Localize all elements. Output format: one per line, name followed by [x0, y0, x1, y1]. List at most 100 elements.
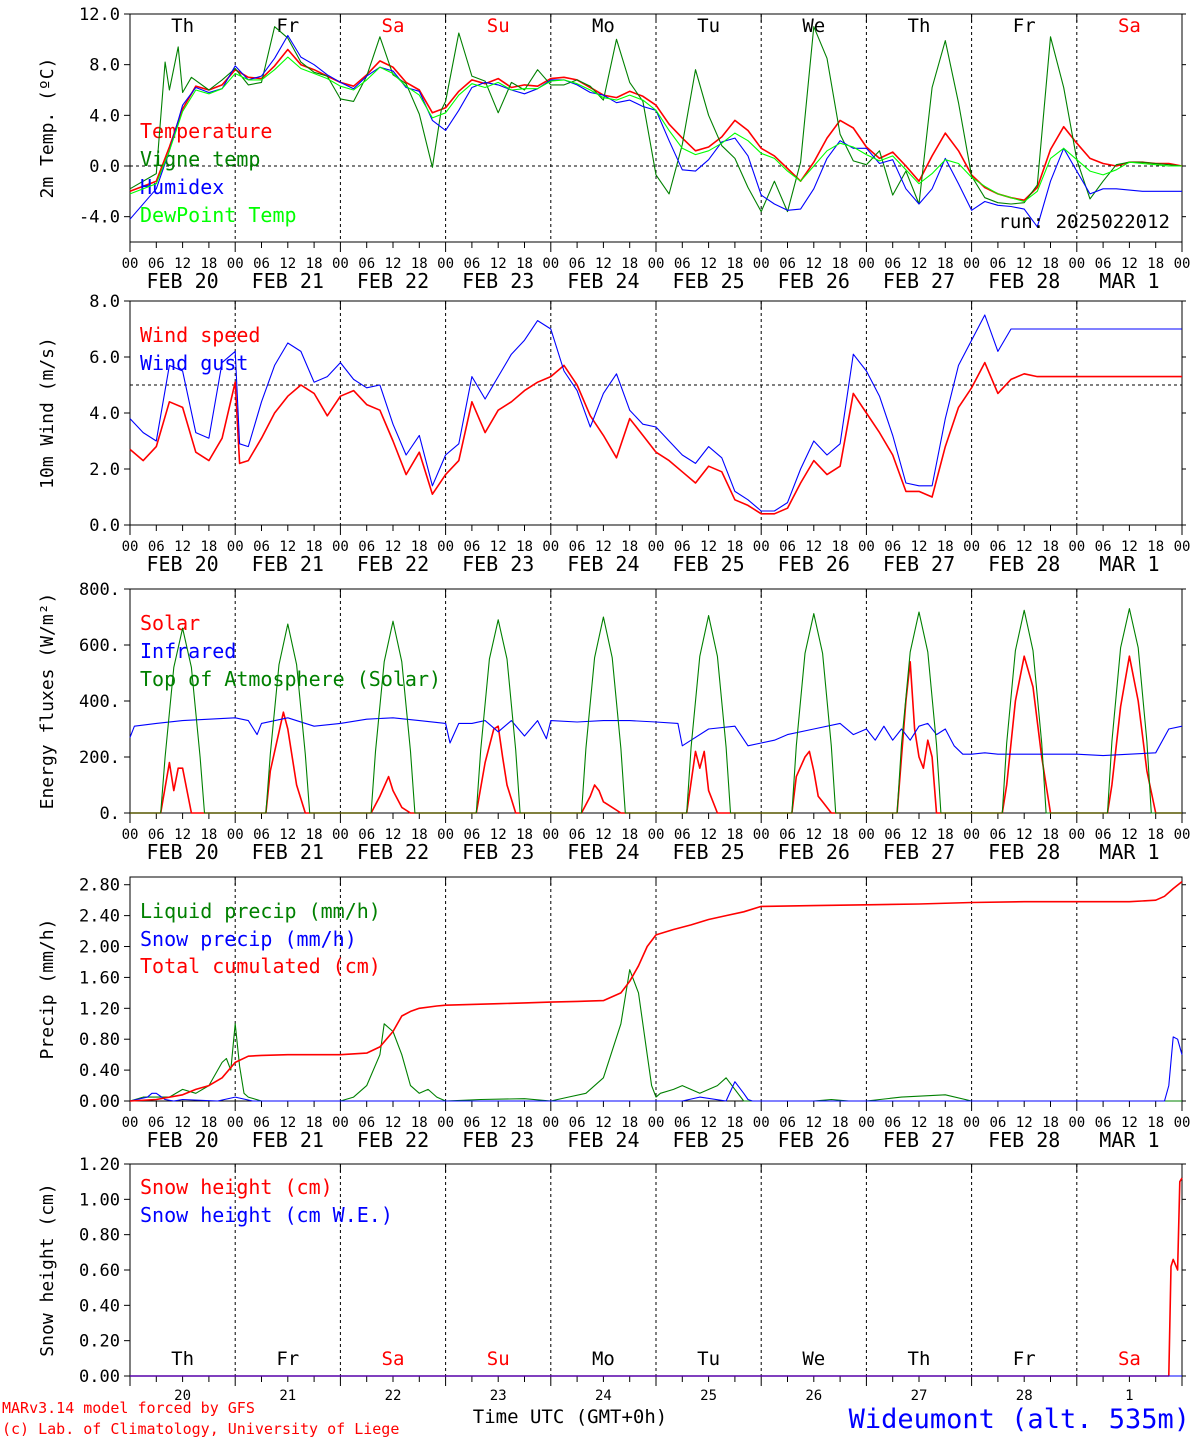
date-label: FEB 27: [883, 552, 955, 576]
day-number-label: 24: [595, 1388, 612, 1404]
y-axis-label: Energy fluxes (W/m²): [37, 593, 58, 810]
hour-tick-label: 06: [989, 827, 1006, 843]
date-label: FEB 25: [672, 269, 744, 293]
run-label: run: 2025022012: [998, 211, 1170, 233]
hour-tick-label: 18: [1042, 1115, 1059, 1131]
day-number-label: 20: [174, 1388, 191, 1404]
hour-tick-label: 06: [884, 256, 901, 272]
hour-tick-label: 00: [332, 539, 349, 555]
hour-tick-label: 18: [621, 539, 638, 555]
hour-tick-label: 00: [542, 256, 559, 272]
date-label: FEB 22: [357, 552, 429, 576]
hour-tick-label: 18: [411, 827, 428, 843]
hour-tick-label: 00: [1174, 1115, 1191, 1131]
hour-tick-label: 12: [385, 539, 402, 555]
day-name-label: Su: [487, 1348, 510, 1370]
hour-tick-label: 12: [805, 1115, 822, 1131]
hour-tick-label: 00: [227, 827, 244, 843]
day-name-label: We: [802, 1348, 825, 1370]
series-line-humidex: [129, 34, 1182, 228]
date-label: FEB 20: [146, 269, 218, 293]
hour-tick-label: 06: [463, 827, 480, 843]
hour-tick-label: 00: [1068, 539, 1085, 555]
hour-tick-label: 00: [963, 827, 980, 843]
y-axis-label: Precip (mm/h): [37, 919, 58, 1060]
hour-tick-label: 06: [989, 256, 1006, 272]
hour-tick-label: 06: [989, 539, 1006, 555]
hour-tick-label: 06: [779, 539, 796, 555]
day-name-label: Fr: [276, 1348, 299, 1370]
series-line-infrared: [129, 717, 1183, 757]
hour-tick-label: 12: [1016, 539, 1033, 555]
series-line-wind-gust: [129, 314, 1182, 512]
day-name-label: Th: [908, 1348, 931, 1370]
hour-tick-label: 00: [1174, 256, 1191, 272]
hour-tick-label: 00: [1174, 827, 1191, 843]
hour-tick-label: 00: [437, 1115, 454, 1131]
hour-tick-label: 00: [227, 539, 244, 555]
hour-tick-label: 18: [832, 827, 849, 843]
legend-entry: DewPoint Temp: [140, 203, 297, 227]
y-tick-label: 2.00: [79, 938, 120, 958]
date-label: FEB 27: [883, 840, 955, 864]
hour-tick-label: 12: [1016, 1115, 1033, 1131]
hour-tick-label: 18: [1147, 1115, 1164, 1131]
series-line-vigne-temp: [129, 26, 1183, 213]
day-name-label: Sa: [1118, 1348, 1141, 1370]
hour-tick-label: 18: [200, 1115, 217, 1131]
hour-tick-label: 18: [726, 1115, 743, 1131]
day-name-label: Tu: [697, 1348, 720, 1370]
y-tick-label: 600.: [79, 636, 120, 656]
hour-tick-label: 06: [358, 539, 375, 555]
series-line-top-of-atmosphere-solar-: [130, 608, 1182, 814]
hour-tick-label: 12: [805, 539, 822, 555]
date-label: FEB 28: [988, 269, 1060, 293]
hour-tick-label: 18: [832, 1115, 849, 1131]
hour-tick-label: 00: [963, 539, 980, 555]
date-label: MAR 1: [1099, 1128, 1159, 1152]
date-label: FEB 28: [988, 1128, 1060, 1152]
hour-tick-label: 18: [516, 256, 533, 272]
date-label: FEB 27: [883, 269, 955, 293]
y-tick-label: 400.: [79, 692, 120, 712]
hour-tick-label: 06: [884, 539, 901, 555]
hour-tick-label: 12: [385, 827, 402, 843]
hour-tick-label: 00: [963, 256, 980, 272]
series-line-snow-precip-mm-h-: [129, 1036, 1183, 1102]
date-label: FEB 21: [252, 1128, 324, 1152]
hour-tick-label: 06: [463, 256, 480, 272]
day-number-label: 23: [490, 1388, 507, 1404]
hour-tick-label: 00: [1068, 827, 1085, 843]
y-tick-label: 800.: [79, 580, 120, 600]
hour-tick-label: 06: [358, 827, 375, 843]
hour-tick-label: 18: [411, 539, 428, 555]
date-label: FEB 23: [462, 840, 534, 864]
hour-tick-label: 00: [648, 539, 665, 555]
hour-tick-label: 06: [253, 256, 270, 272]
hour-tick-label: 06: [253, 539, 270, 555]
hour-tick-label: 00: [122, 1115, 139, 1131]
legend-entry: Humidex: [140, 175, 224, 199]
date-label: FEB 22: [357, 1128, 429, 1152]
hour-tick-label: 00: [332, 256, 349, 272]
legend-entry: Top of Atmosphere (Solar): [140, 667, 441, 691]
legend-entry: Wind speed: [140, 323, 260, 347]
hour-tick-label: 12: [174, 539, 191, 555]
y-axis-label: 2m Temp. (ºC): [37, 58, 58, 199]
legend-entry: Snow precip (mm/h): [140, 927, 357, 951]
y-tick-label: 8.0: [89, 292, 120, 312]
day-name-label: Th: [908, 15, 931, 37]
hour-tick-label: 12: [490, 256, 507, 272]
hour-tick-label: 18: [306, 827, 323, 843]
hour-tick-label: 00: [753, 827, 770, 843]
hour-tick-label: 00: [122, 256, 139, 272]
y-tick-label: 200.: [79, 748, 120, 768]
day-name-label: Sa: [382, 1348, 405, 1370]
hour-tick-label: 12: [490, 1115, 507, 1131]
day-name-label: Mo: [592, 1348, 615, 1370]
legend-entry: Snow height (cm W.E.): [140, 1203, 393, 1227]
hour-tick-label: 12: [279, 256, 296, 272]
date-label: FEB 20: [146, 552, 218, 576]
hour-tick-label: 06: [674, 256, 691, 272]
date-label: FEB 23: [462, 269, 534, 293]
